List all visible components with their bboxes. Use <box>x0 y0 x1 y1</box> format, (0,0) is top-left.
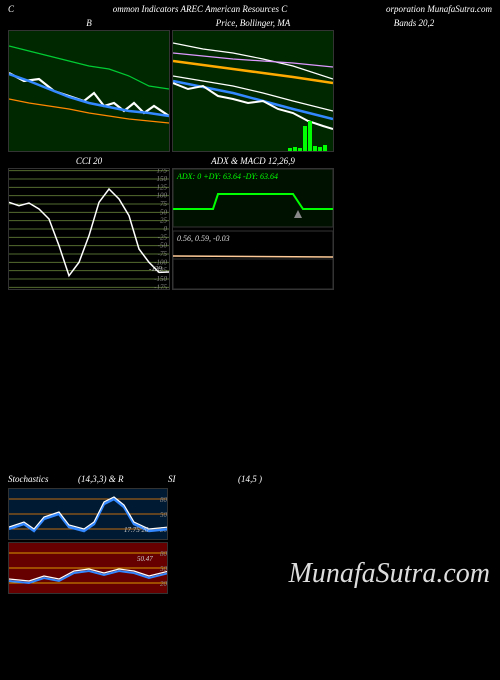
panel-a-wrap: B <box>8 18 170 152</box>
row-3-titles: Stochastics (14,3,3) & R SI (14,5 ) <box>0 474 500 484</box>
cci-wrap: CCI 20 1751501251007550250-25-50-75-100-… <box>8 156 170 290</box>
svg-text:175: 175 <box>157 169 168 175</box>
panel-b-title: Price, Bollinger, MA <box>172 18 334 28</box>
watermark: MunafaSutra.com <box>289 558 490 590</box>
row-3: 80502017.75 20 80502050.47 <box>0 488 176 594</box>
header-mid: ommon Indicators AREC American Resources… <box>113 4 288 14</box>
svg-text:-25: -25 <box>158 233 168 241</box>
stoch-chart: 80502017.75 20 <box>8 488 168 540</box>
svg-text:75: 75 <box>160 200 168 208</box>
stoch-title: Stochastics <box>8 474 78 484</box>
svg-text:ADX: 0 +DY: 63.64 -DY: 63.: ADX: 0 +DY: 63.64 -DY: 63.64 <box>176 172 278 181</box>
svg-text:20: 20 <box>160 580 168 588</box>
svg-text:50.47: 50.47 <box>137 555 153 563</box>
panel-a-title: B <box>8 18 170 28</box>
row-1: B Price, Bollinger, MA Bands 20,2 <box>0 18 500 152</box>
svg-text:80: 80 <box>160 496 168 504</box>
header-right: orporation MunafaSutra.com <box>386 4 492 14</box>
cci-chart: 1751501251007550250-25-50-75-100-125-150… <box>8 168 170 290</box>
adx-macd-title: ADX & MACD 12,26,9 <box>172 156 334 166</box>
panel-c-title: Bands 20,2 <box>336 18 492 28</box>
page-header: C ommon Indicators AREC American Resourc… <box>0 0 500 18</box>
svg-text:0.56, 0.59, -0.03: 0.56, 0.59, -0.03 <box>177 234 230 243</box>
svg-text:50: 50 <box>160 208 168 216</box>
adx-macd-chart: ADX: 0 +DY: 63.64 -DY: 63.640.56, 0.59, … <box>172 168 334 290</box>
header-left: C <box>8 4 14 14</box>
svg-text:-175: -175 <box>154 283 167 289</box>
cci-title: CCI 20 <box>8 156 170 166</box>
svg-text:17.75 20: 17.75 20 <box>124 526 149 534</box>
rsi-params: (14,5 ) <box>238 474 262 484</box>
panel-b-wrap: Price, Bollinger, MA <box>172 18 334 152</box>
svg-text:-75: -75 <box>158 250 168 258</box>
panel-b-chart <box>172 30 334 152</box>
rsi-title: SI <box>168 474 238 484</box>
svg-text:25: 25 <box>160 217 168 225</box>
spacer <box>0 294 500 474</box>
row-2: CCI 20 1751501251007550250-25-50-75-100-… <box>0 156 500 290</box>
panel-a-chart <box>8 30 170 152</box>
svg-text:0: 0 <box>164 225 168 233</box>
svg-text:150: 150 <box>157 175 168 183</box>
svg-text:-150: -150 <box>154 275 167 283</box>
svg-text:50: 50 <box>160 511 168 519</box>
svg-text:-50: -50 <box>158 242 168 250</box>
svg-text:80: 80 <box>160 550 168 558</box>
svg-text:-129: -129 <box>149 265 162 273</box>
svg-text:100: 100 <box>157 192 168 200</box>
svg-text:125: 125 <box>157 183 168 191</box>
adx-macd-wrap: ADX & MACD 12,26,9 ADX: 0 +DY: 63.64 -DY… <box>172 156 334 290</box>
panel-c-wrap: Bands 20,2 <box>336 18 492 152</box>
rsi-chart: 80502050.47 <box>8 542 168 594</box>
stoch-params: (14,3,3) & R <box>78 474 168 484</box>
